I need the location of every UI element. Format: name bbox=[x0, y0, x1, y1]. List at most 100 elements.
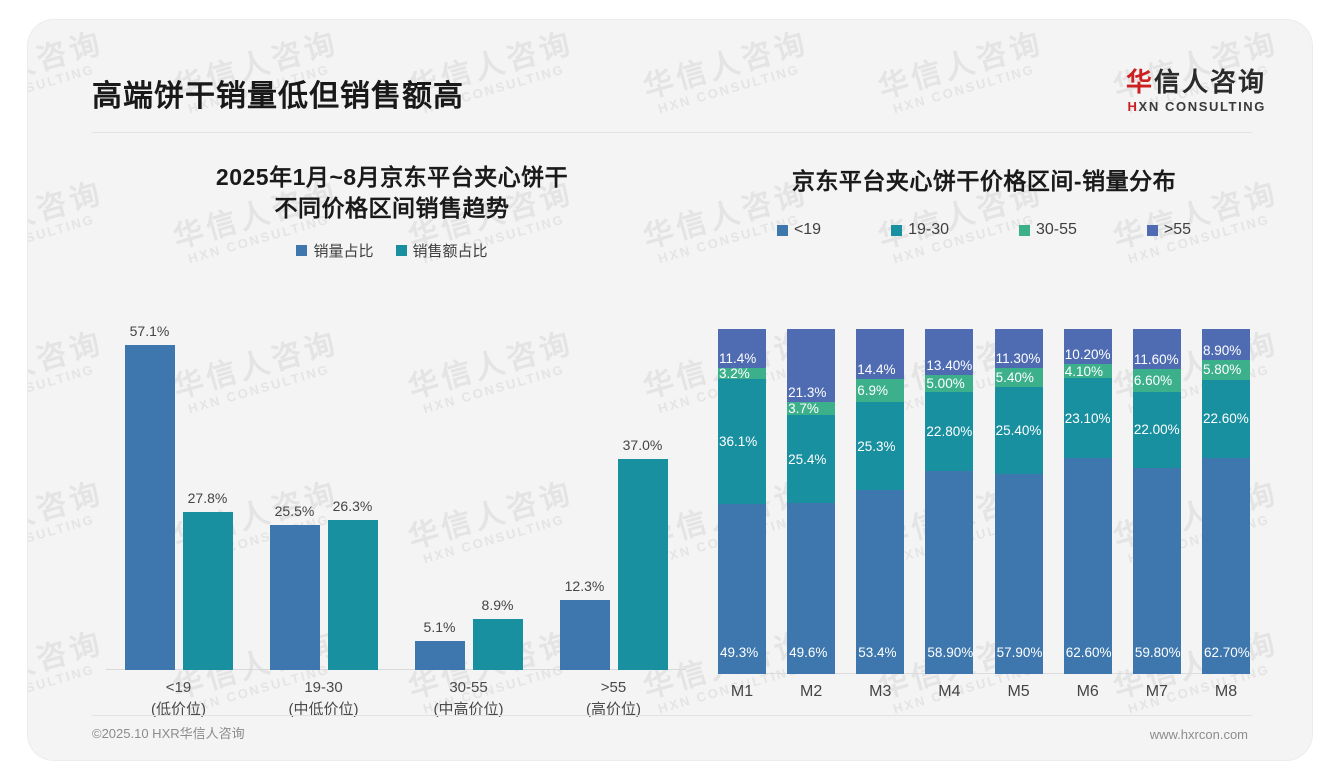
segment-value-label: 8.90% bbox=[1202, 342, 1242, 358]
stack-segment[interactable]: 23.10% bbox=[1063, 378, 1112, 459]
segment-value-label: 49.3% bbox=[720, 644, 759, 660]
segment-value-label: 10.20% bbox=[1064, 347, 1111, 363]
segment-value-label: 6.60% bbox=[1133, 372, 1173, 388]
month-label: M8 bbox=[1214, 683, 1238, 700]
stack-segment[interactable]: 58.90% bbox=[925, 470, 974, 674]
stack-segment[interactable]: 22.80% bbox=[925, 392, 974, 471]
stacked-bar[interactable]: 10.20% 4.10% 23.10% 62.60% bbox=[1063, 329, 1112, 674]
legend-item-1[interactable]: <19 bbox=[776, 221, 821, 239]
bar-value-label: 5.1% bbox=[423, 619, 456, 635]
legend-item-3[interactable]: 30-55 bbox=[1019, 221, 1077, 239]
bar-group: 5.1% 8.9% bbox=[414, 328, 523, 670]
stack-segment[interactable]: 3.2% bbox=[718, 366, 766, 381]
page-title: 高端饼干销量低但销售额高 bbox=[92, 80, 464, 113]
logo-english: HXN CONSULTING bbox=[1126, 99, 1266, 114]
stack-segment[interactable]: 11.60% bbox=[1132, 329, 1181, 370]
stack-segment[interactable]: 5.80% bbox=[1201, 359, 1250, 380]
bar-column[interactable]: 26.3% bbox=[327, 328, 378, 670]
right-chart-axis bbox=[718, 673, 1250, 674]
bar[interactable] bbox=[327, 520, 378, 670]
segment-value-label: 3.7% bbox=[788, 401, 819, 417]
category-label-main: >55 bbox=[600, 679, 627, 696]
bar-column[interactable]: 5.1% bbox=[414, 328, 465, 670]
stack-segment[interactable]: 25.4% bbox=[787, 415, 836, 503]
legend-item-1[interactable]: 销量占比 bbox=[296, 240, 374, 261]
bar[interactable] bbox=[124, 345, 175, 670]
stacked-bar[interactable]: 21.3% 3.7% 25.4% 49.6% bbox=[787, 329, 836, 674]
stacked-bar[interactable]: 11.60% 6.60% 22.00% 59.80% bbox=[1132, 329, 1181, 674]
category-label: 19-30 (中低价位) bbox=[269, 670, 379, 724]
stack-segment[interactable]: 62.60% bbox=[1063, 458, 1112, 674]
bar-column[interactable]: 57.1% bbox=[124, 323, 175, 670]
stack-segment[interactable]: 3.7% bbox=[787, 401, 836, 417]
footer-divider bbox=[92, 715, 1252, 716]
segment-value-label: 5.40% bbox=[995, 369, 1034, 385]
stack-segment[interactable]: 53.4% bbox=[856, 489, 905, 674]
legend-item-2[interactable]: 19-30 bbox=[891, 221, 949, 239]
bar-value-label: 8.9% bbox=[481, 597, 514, 613]
stack-segment[interactable]: 10.20% bbox=[1063, 329, 1112, 365]
bar[interactable] bbox=[269, 525, 320, 670]
stack-segment[interactable]: 25.3% bbox=[856, 402, 905, 490]
segment-value-label: 11.60% bbox=[1133, 352, 1179, 368]
stack-segment[interactable]: 59.80% bbox=[1132, 467, 1181, 674]
stacked-bar[interactable]: 11.4% 3.2% 36.1% 49.3% bbox=[718, 329, 766, 674]
category-label-sub: (低价位) bbox=[151, 700, 206, 718]
bar-column[interactable]: 12.3% bbox=[559, 328, 610, 670]
legend-item-2[interactable]: 销售额占比 bbox=[395, 240, 488, 261]
stack-segment[interactable]: 4.10% bbox=[1063, 364, 1112, 379]
bar[interactable] bbox=[182, 512, 233, 670]
stack-segment[interactable]: 49.6% bbox=[787, 502, 836, 674]
stack-segment[interactable]: 57.90% bbox=[994, 474, 1043, 674]
left-chart-axis bbox=[106, 669, 686, 670]
stack-segment[interactable]: 6.60% bbox=[1132, 369, 1181, 392]
stack-segment[interactable]: 22.60% bbox=[1201, 379, 1250, 458]
category-label: <19 (低价位) bbox=[124, 670, 234, 724]
segment-value-label: 5.80% bbox=[1202, 362, 1242, 378]
stack-segment[interactable]: 36.1% bbox=[718, 379, 766, 504]
stack-segment[interactable]: 25.40% bbox=[994, 386, 1043, 475]
bar-column[interactable]: 37.0% bbox=[617, 328, 668, 670]
bar[interactable] bbox=[472, 619, 523, 670]
logo-chinese-accent: 华 bbox=[1125, 67, 1154, 97]
legend-swatch-icon bbox=[395, 245, 407, 257]
stack-segment[interactable]: 6.9% bbox=[856, 378, 905, 403]
bar-group: 25.5% 26.3% bbox=[269, 328, 378, 670]
stacked-bar[interactable]: 13.40% 5.00% 22.80% 58.90% bbox=[925, 329, 974, 674]
segment-value-label: 6.9% bbox=[857, 383, 889, 399]
stack-segment[interactable]: 49.3% bbox=[718, 503, 766, 674]
stacked-bar[interactable]: 14.4% 6.9% 25.3% 53.4% bbox=[856, 329, 905, 674]
stack-segment[interactable]: 13.40% bbox=[925, 329, 974, 376]
stack-segment[interactable]: 21.3% bbox=[787, 329, 836, 403]
category-label-sub: (中低价位) bbox=[288, 700, 359, 718]
segment-value-label: 22.60% bbox=[1202, 411, 1249, 427]
left-chart-title-line1: 2025年1月~8月京东平台夹心饼干 bbox=[215, 164, 569, 190]
bar[interactable] bbox=[414, 641, 465, 670]
category-label-main: <19 bbox=[165, 679, 192, 696]
stack-segment[interactable]: 11.4% bbox=[718, 329, 766, 369]
category-label-main: 19-30 bbox=[304, 679, 343, 696]
stack-segment[interactable]: 14.4% bbox=[856, 329, 905, 379]
legend-swatch-icon bbox=[1146, 224, 1158, 236]
stack-segment[interactable]: 62.70% bbox=[1201, 457, 1250, 674]
stack-segment[interactable]: 5.40% bbox=[994, 367, 1043, 387]
bar[interactable] bbox=[617, 459, 668, 670]
segment-value-label: 62.60% bbox=[1065, 644, 1112, 660]
stack-segment[interactable]: 22.00% bbox=[1132, 391, 1181, 468]
bar-column[interactable]: 27.8% bbox=[182, 328, 233, 670]
legend-label: 销售额占比 bbox=[412, 243, 488, 261]
bar-value-label: 26.3% bbox=[332, 498, 373, 514]
segment-value-label: 58.90% bbox=[927, 644, 974, 660]
stack-segment[interactable]: 8.90% bbox=[1201, 329, 1250, 360]
stack-segment[interactable]: 5.00% bbox=[925, 375, 974, 393]
segment-value-label: 22.80% bbox=[926, 424, 973, 440]
legend-item-4[interactable]: >55 bbox=[1146, 221, 1191, 239]
month-label: M6 bbox=[1076, 683, 1099, 700]
bar-column[interactable]: 8.9% bbox=[472, 328, 523, 670]
stacked-bar[interactable]: 8.90% 5.80% 22.60% 62.70% bbox=[1201, 329, 1250, 674]
bar[interactable] bbox=[559, 600, 610, 670]
stacked-bar[interactable]: 11.30% 5.40% 25.40% 57.90% bbox=[994, 329, 1043, 674]
bar-column[interactable]: 25.5% bbox=[269, 328, 320, 670]
stack-segment[interactable]: 11.30% bbox=[994, 329, 1043, 368]
left-chart-title-line2: 不同价格区间销售趋势 bbox=[274, 195, 510, 222]
